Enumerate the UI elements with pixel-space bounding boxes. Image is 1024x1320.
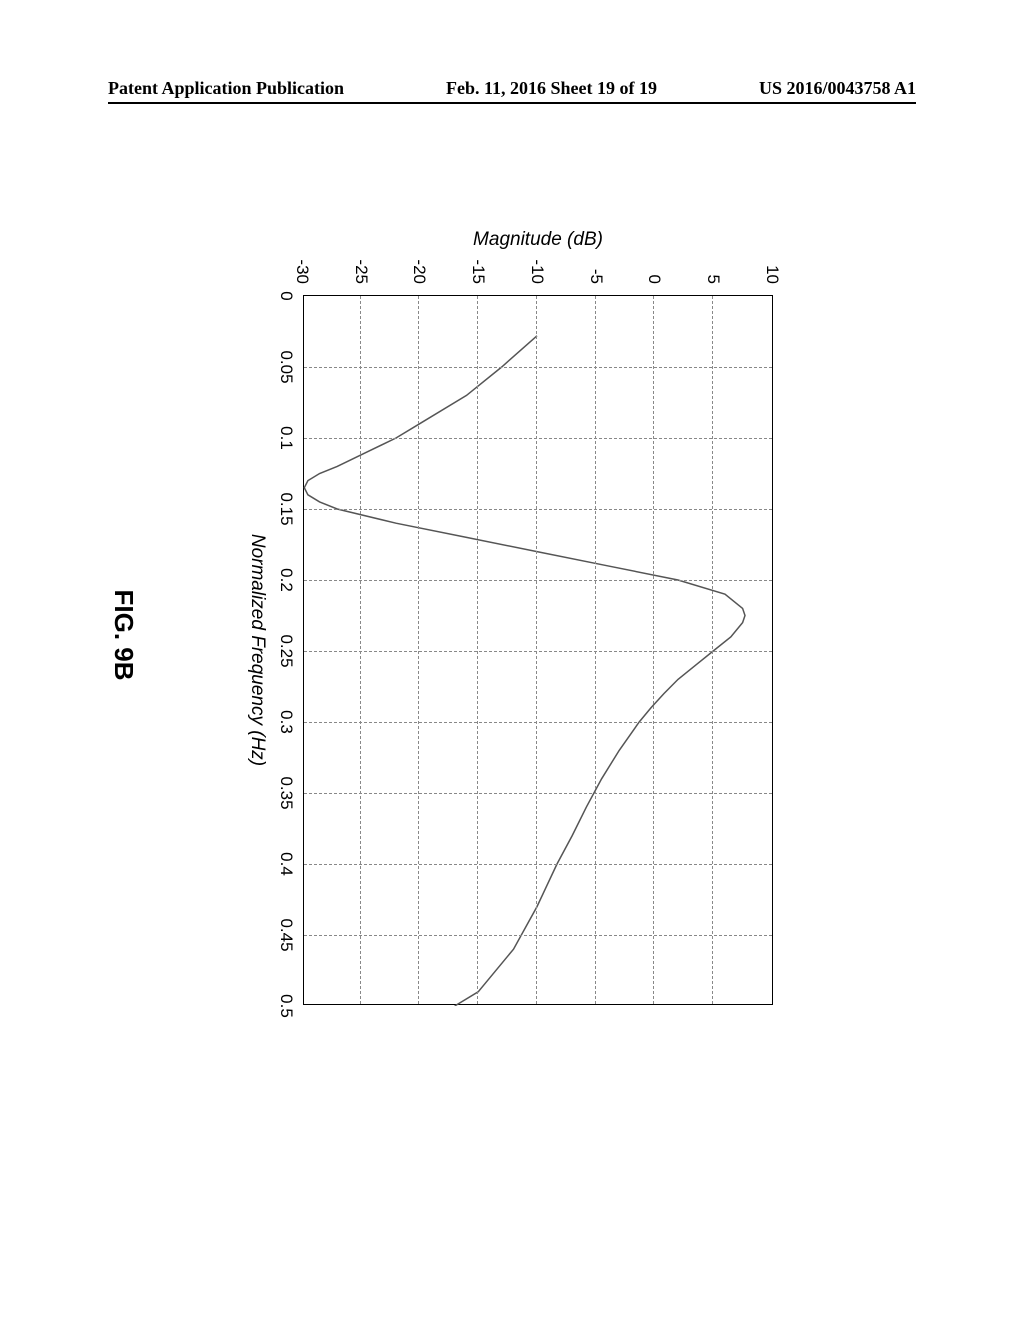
y-tick-label: -20 <box>410 259 430 284</box>
y-tick-label: -30 <box>292 259 312 284</box>
gridline-h <box>360 296 361 1004</box>
header-rule <box>108 102 916 104</box>
response-curve <box>304 336 745 1006</box>
x-axis-label: Normalized Frequency (Hz) <box>246 534 268 766</box>
y-tick-label: 5 <box>703 275 723 284</box>
figure-area: Normalized Frequency (Hz) Magnitude (dB)… <box>148 185 878 1085</box>
header-left: Patent Application Publication <box>108 78 344 99</box>
gridline-h <box>536 296 537 1004</box>
x-tick-label: 0.4 <box>276 852 296 876</box>
gridline-h <box>477 296 478 1004</box>
y-tick-label: -5 <box>586 269 606 284</box>
chart-axes: Normalized Frequency (Hz) Magnitude (dB)… <box>303 295 773 1005</box>
gridline-v <box>304 651 772 652</box>
x-tick-label: 0.45 <box>276 918 296 951</box>
gridline-h <box>419 296 420 1004</box>
gridline-v <box>304 793 772 794</box>
gridline-h <box>712 296 713 1004</box>
y-tick-label: 0 <box>645 275 665 284</box>
y-axis-label: Magnitude (dB) <box>473 229 603 251</box>
x-tick-label: 0.35 <box>276 776 296 809</box>
gridline-v <box>304 367 772 368</box>
x-tick-label: 0 <box>276 291 296 300</box>
patent-header: Patent Application Publication Feb. 11, … <box>0 78 1024 99</box>
gridline-v <box>304 438 772 439</box>
header-right: US 2016/0043758 A1 <box>759 78 916 99</box>
y-tick-label: -10 <box>527 259 547 284</box>
gridline-v <box>304 935 772 936</box>
gridline-v <box>304 580 772 581</box>
gridline-h <box>595 296 596 1004</box>
y-tick-label: -15 <box>468 259 488 284</box>
gridline-h <box>654 296 655 1004</box>
x-tick-label: 0.05 <box>276 350 296 383</box>
x-tick-label: 0.2 <box>276 568 296 592</box>
header-center: Feb. 11, 2016 Sheet 19 of 19 <box>446 78 657 99</box>
gridline-v <box>304 864 772 865</box>
plot-rotated-container: Normalized Frequency (Hz) Magnitude (dB)… <box>233 225 793 1045</box>
y-tick-label: 10 <box>762 265 782 284</box>
y-tick-label: -25 <box>351 259 371 284</box>
x-tick-label: 0.1 <box>276 426 296 450</box>
x-tick-label: 0.5 <box>276 994 296 1018</box>
x-tick-label: 0.15 <box>276 492 296 525</box>
figure-caption: FIG. 9B <box>108 589 139 680</box>
x-tick-label: 0.3 <box>276 710 296 734</box>
gridline-v <box>304 509 772 510</box>
plot-box: Normalized Frequency (Hz) Magnitude (dB)… <box>233 225 793 1045</box>
x-tick-label: 0.25 <box>276 634 296 667</box>
gridline-v <box>304 722 772 723</box>
